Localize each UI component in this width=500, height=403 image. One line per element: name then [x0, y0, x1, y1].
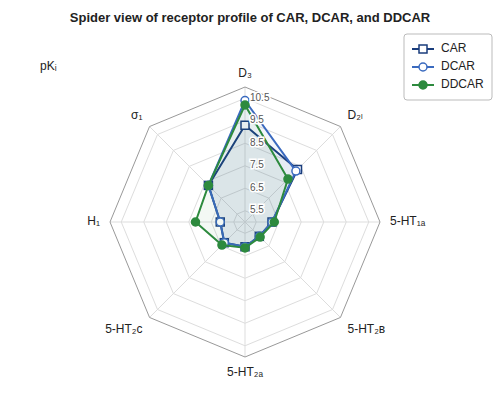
category-label: H₁ [87, 214, 100, 228]
chart-container: Spider view of receptor profile of CAR, … [0, 0, 500, 403]
data-point [284, 175, 292, 183]
data-point [241, 244, 249, 252]
data-point [204, 181, 212, 189]
data-point [204, 181, 212, 189]
category-label: D₃ [238, 66, 252, 80]
legend-box [404, 34, 492, 100]
category-label: 5-HT₂ₐ [227, 365, 263, 379]
tick-label: 6.5 [250, 182, 264, 193]
spoke [245, 222, 340, 317]
tick-label: 7.5 [250, 159, 264, 170]
tick-label: 8.5 [250, 137, 264, 148]
grid [110, 87, 380, 357]
legend-label: DCAR [441, 59, 475, 73]
legend-marker [419, 81, 427, 89]
plot-area [192, 97, 302, 252]
data-point [256, 233, 264, 241]
data-point [270, 218, 278, 226]
legend-label: DDCAR [441, 77, 484, 91]
category-label: 5-HT₂ᴄ [105, 322, 142, 336]
series-line [196, 105, 288, 248]
tick-label: 9.5 [250, 114, 264, 125]
legend-marker [419, 45, 427, 53]
data-point [218, 241, 226, 249]
tick-label: 5.5 [250, 204, 264, 215]
chart-svg: Spider view of receptor profile of CAR, … [0, 0, 500, 403]
data-point [204, 181, 212, 189]
category-label: σ₁ [131, 108, 142, 122]
radial-frame [110, 87, 380, 357]
series [192, 101, 292, 252]
category-label: D₂ₗ [348, 108, 363, 122]
legend: CAR DCAR DDCAR [404, 34, 492, 100]
legend-marker [419, 63, 427, 71]
legend-label: CAR [441, 41, 467, 55]
data-point [241, 101, 249, 109]
data-point [192, 218, 200, 226]
category-label: 5-HT₂ʙ [348, 322, 386, 336]
category-label: 5-HT₁ₐ [390, 214, 426, 228]
title: Spider view of receptor profile of CAR, … [70, 10, 431, 25]
axis-label: pKᵢ [40, 59, 57, 73]
data-point [292, 167, 300, 175]
tick-label: 10.5 [250, 92, 270, 103]
